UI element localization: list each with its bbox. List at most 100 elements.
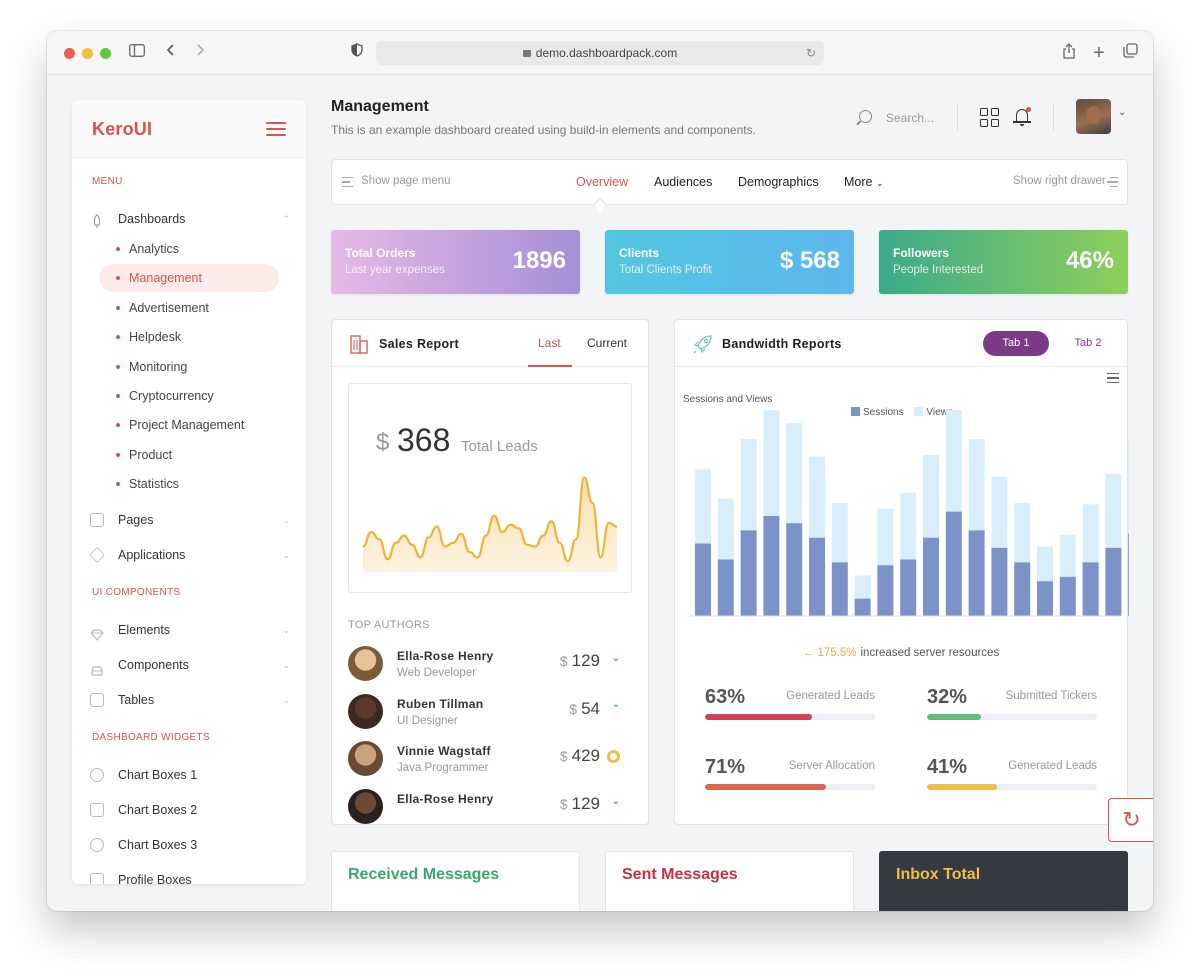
stat-card-clients[interactable]: Clients Total Clients Profit $ 568 — [605, 230, 854, 294]
bullet — [116, 305, 120, 310]
author-row[interactable]: Ella-Rose Henry $129 ⌄ — [348, 788, 620, 825]
sidebar-subitem-cryptocurrency[interactable]: Cryptocurrency — [99, 382, 279, 410]
sidebar-item-chart-boxes-3[interactable]: Chart Boxes 3 — [90, 832, 290, 858]
sidebar-item-profile-boxes[interactable]: Profile Boxes — [90, 867, 290, 884]
bar-views-5 — [809, 456, 825, 538]
sidebar-subitem-project-management[interactable]: Project Management — [99, 411, 279, 439]
author-row[interactable]: Vinnie Wagstaff Java Programmer $429 — [348, 741, 620, 787]
stat-card-total-orders[interactable]: Total Orders Last year expenses 1896 — [331, 230, 580, 294]
sidebar-item-applications[interactable]: Applications ⌄ — [89, 542, 290, 568]
card-title: Sales Report — [379, 337, 460, 351]
back-icon[interactable] — [161, 43, 181, 63]
tab-demographics[interactable]: Demographics — [738, 175, 819, 189]
bar-sessions-9 — [900, 559, 917, 616]
author-value: $54 — [569, 699, 600, 719]
sidebar-subitem-monitoring[interactable]: Monitoring — [99, 353, 279, 381]
sidebar-subitem-management[interactable]: Management — [99, 264, 279, 293]
metric-generated-leads: 63% Generated Leads — [705, 686, 875, 726]
forward-icon[interactable] — [190, 43, 210, 63]
sparkline-area — [363, 477, 617, 572]
bar-views-10 — [923, 455, 939, 538]
author-row[interactable]: Ella-Rose Henry Web Developer $129 ⌄ — [348, 646, 620, 692]
legend-label-views[interactable]: Views — [926, 407, 953, 418]
author-row[interactable]: Ruben Tillman UI Designer $54 ⌃ — [348, 693, 620, 740]
logo[interactable]: KeroUI — [92, 119, 153, 139]
active-tab-indicator — [592, 197, 608, 213]
bell-icon[interactable] — [1013, 107, 1031, 127]
sidebar-item-elements[interactable]: Elements ⌄ — [90, 617, 290, 643]
sidebar-item-pages[interactable]: Pages ⌄ — [90, 507, 290, 533]
bullet — [116, 335, 120, 340]
sidebar-subitem-label: Monitoring — [129, 359, 188, 374]
user-avatar[interactable] — [1076, 99, 1111, 134]
notification-dot — [1026, 107, 1031, 112]
sidebar-subitem-helpdesk[interactable]: Helpdesk — [99, 323, 279, 351]
maximize-window-button[interactable] — [100, 48, 111, 59]
author-name: Ella-Rose Henry — [397, 791, 494, 806]
currency-symbol: $ — [569, 700, 578, 717]
stat-card-followers[interactable]: Followers People Interested 46% — [879, 230, 1128, 294]
grid-icon[interactable] — [980, 108, 1000, 128]
tab-underline — [528, 365, 572, 367]
author-amount: 429 — [571, 746, 600, 765]
total-leads-value: 368 — [397, 422, 451, 458]
card-title: Bandwidth Reports — [722, 337, 842, 351]
tab-current[interactable]: Current — [587, 336, 628, 350]
close-window-button[interactable] — [64, 48, 75, 59]
sidebar-item-label: Tables — [118, 693, 155, 707]
menu-lines-icon[interactable] — [342, 177, 353, 190]
author-role: Java Programmer — [397, 762, 489, 774]
sidebar-item-components[interactable]: Components ⌄ — [90, 652, 290, 678]
url-text: demo.dashboardpack.com — [535, 46, 678, 60]
hamburger-menu-icon[interactable] — [266, 122, 286, 136]
refresh-icon[interactable]: ↻ — [1108, 798, 1153, 842]
tab-audiences[interactable]: Audiences — [654, 175, 713, 189]
page-subtitle: This is an example dashboard created usi… — [331, 123, 756, 137]
reload-icon[interactable]: ↻ — [805, 46, 816, 60]
new-tab-icon[interactable]: + — [1093, 42, 1105, 64]
bullet — [116, 394, 120, 398]
search-box[interactable]: Search... — [859, 109, 949, 129]
car-icon — [90, 660, 104, 686]
legend-label-sessions[interactable]: Sessions — [863, 407, 904, 418]
tab-2-button[interactable]: Tab 2 — [1074, 337, 1102, 349]
sidebar-subitem-product[interactable]: Product — [99, 441, 279, 469]
bullet — [116, 452, 120, 457]
sidebar-subitem-statistics[interactable]: Statistics — [99, 470, 279, 498]
avatar — [348, 788, 383, 824]
sidebar-item-tables[interactable]: Tables ⌄ — [90, 687, 290, 713]
tab-overview-icon[interactable] — [1120, 43, 1140, 63]
tab-last[interactable]: Last — [538, 336, 561, 350]
bar-views-1 — [717, 498, 734, 560]
chart-title: Sessions and Views — [683, 394, 773, 405]
address-bar[interactable]: demo.dashboardpack.com ↻ — [376, 41, 824, 65]
chart-menu-icon[interactable] — [1107, 373, 1119, 384]
sidebar-item-chart-boxes-1[interactable]: Chart Boxes 1 — [90, 762, 290, 788]
bar-views-18 — [1105, 473, 1122, 548]
sales-report-card: Sales Report Last Current $ 368 Total Le… — [331, 319, 649, 825]
share-icon[interactable] — [1059, 43, 1079, 63]
sidebar-toggle-icon[interactable] — [127, 43, 147, 63]
minimize-window-button[interactable] — [82, 48, 93, 59]
inbox-total-card: Inbox Total — [879, 851, 1128, 911]
tab-1-button[interactable]: Tab 1 — [983, 331, 1049, 356]
sidebar-item-dashboards[interactable]: Dashboards ⌃ — [90, 206, 290, 232]
total-leads-label: Total Leads — [461, 438, 538, 455]
privacy-shield-icon[interactable] — [347, 43, 367, 63]
sidebar-item-chart-boxes-2[interactable]: Chart Boxes 2 — [90, 797, 290, 823]
sidebar-subitem-analytics[interactable]: Analytics — [99, 235, 279, 263]
chevron-down-icon[interactable]: ⌄ — [1118, 107, 1127, 118]
metric-value: 71% — [705, 756, 746, 778]
show-right-drawer-button[interactable]: Show right drawer — [1013, 175, 1106, 187]
tab-overview[interactable]: Overview — [576, 175, 629, 189]
show-page-menu-button[interactable]: Show page menu — [361, 175, 451, 187]
lock-icon — [522, 50, 531, 57]
chevron-down-icon: ⌄ — [875, 178, 884, 188]
drawer-lines-icon[interactable] — [1107, 177, 1118, 190]
author-role: UI Designer — [397, 714, 458, 727]
tab-more[interactable]: More ⌄ — [844, 175, 884, 189]
chevron-down-icon: ⌄ — [282, 550, 290, 560]
card-title: Sent Messages — [622, 866, 738, 883]
sidebar-subitem-advertisement[interactable]: Advertisement — [99, 294, 279, 322]
stat-value: 46% — [1065, 247, 1114, 274]
